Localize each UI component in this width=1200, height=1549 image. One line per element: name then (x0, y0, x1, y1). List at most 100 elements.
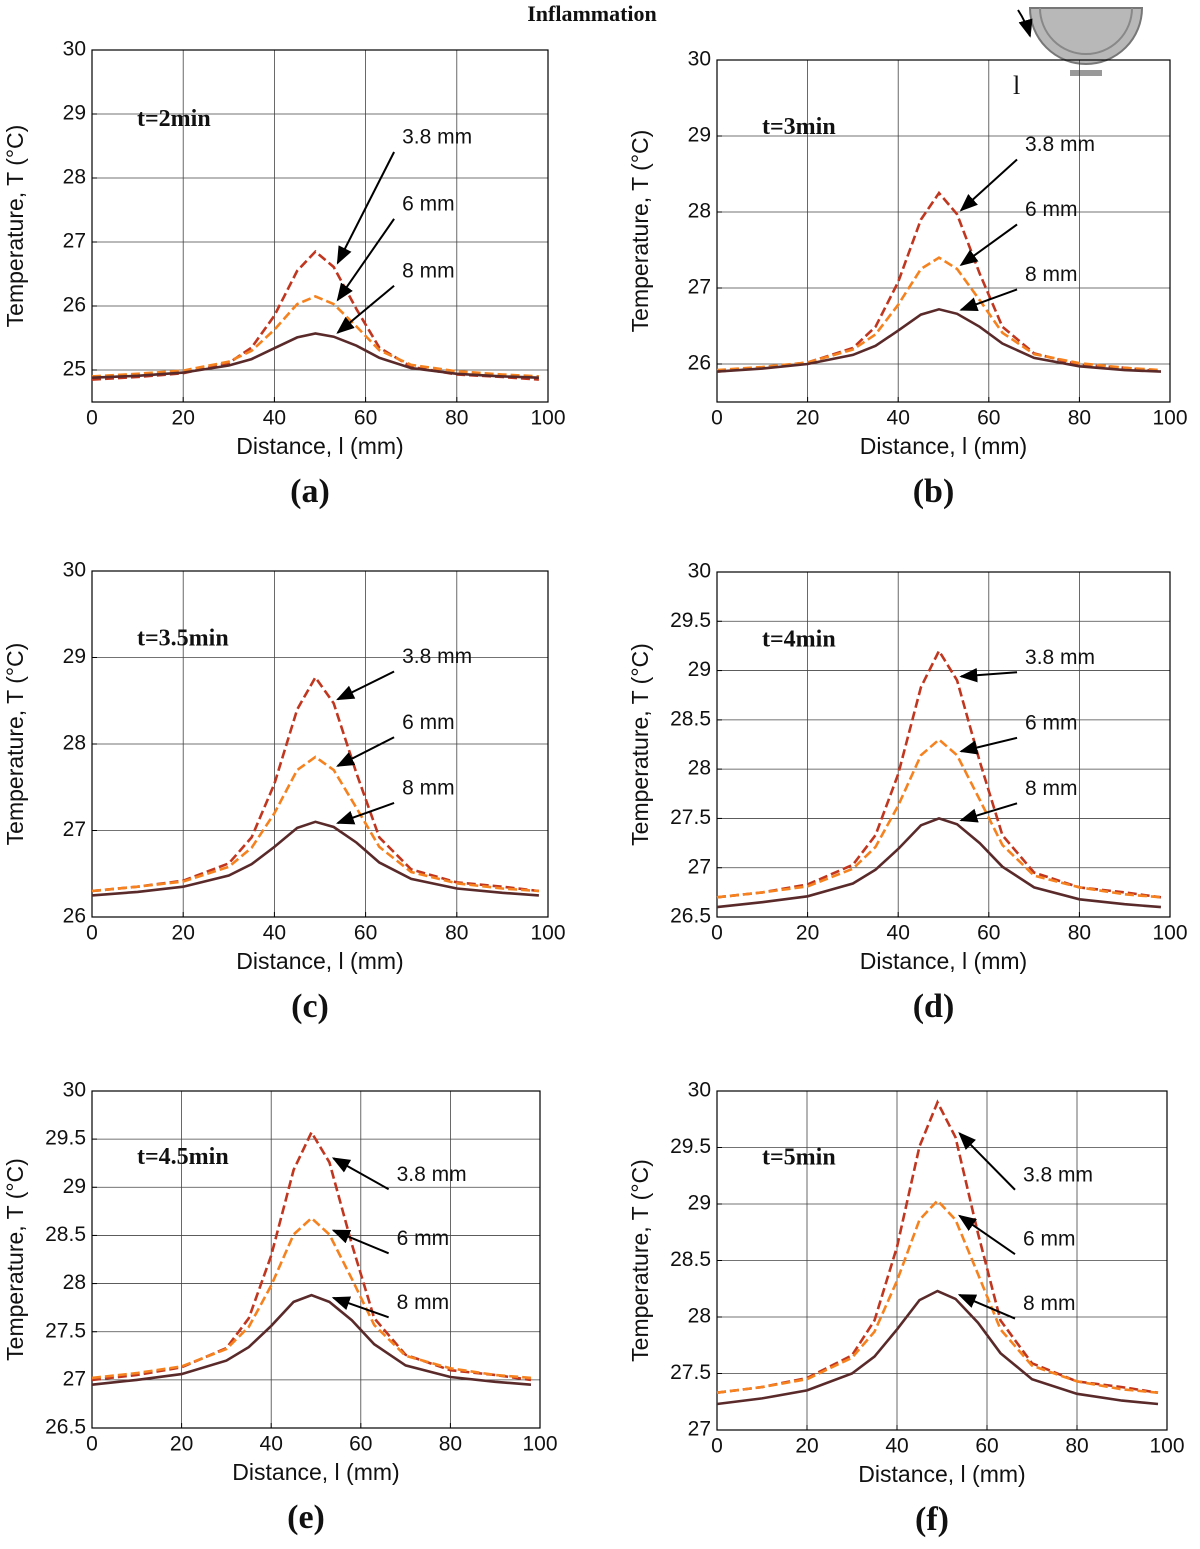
x-tick-label: 100 (522, 1433, 557, 1456)
y-tick-label: 28.5 (670, 1248, 711, 1271)
y-axis-label: Temperature, T (°C) (2, 1158, 28, 1361)
series-line (91, 332, 539, 379)
series-line (91, 1293, 532, 1386)
panel-label: (d) (913, 988, 955, 1025)
x-tick-label: 0 (86, 1433, 98, 1456)
series-label: 3.8 mm (402, 126, 472, 149)
y-axis-label: Temperature, T (°C) (627, 643, 653, 846)
x-tick-label: 0 (86, 407, 98, 430)
y-tick-label: 27 (688, 276, 711, 299)
label-arrow (335, 802, 395, 825)
series-label: 6 mm (402, 192, 455, 215)
panel-label: (f) (915, 1501, 949, 1538)
y-tick-label: 26.5 (45, 1416, 86, 1439)
x-tick-label: 100 (1152, 922, 1187, 945)
y-tick-label: 27 (63, 1367, 86, 1390)
x-tick-label: 0 (711, 922, 723, 945)
label-arrow (336, 218, 395, 302)
series-line (716, 817, 1162, 909)
x-tick-label: 60 (354, 407, 377, 430)
label-arrow (959, 802, 1018, 823)
series-label: 8 mm (1025, 777, 1078, 800)
x-tick-label: 80 (1068, 407, 1091, 430)
series-line (716, 256, 1161, 372)
y-tick-label: 27.5 (45, 1319, 86, 1342)
series-label: 3.8 mm (1025, 646, 1095, 669)
series-label: 3.8 mm (1025, 133, 1095, 156)
x-axis-label: Distance, l (mm) (858, 1461, 1025, 1487)
y-tick-label: 27 (688, 855, 711, 878)
label-arrow (958, 1214, 1016, 1255)
time-annotation: t=2min (137, 106, 211, 132)
y-tick-label: 25 (63, 358, 86, 381)
y-axis-label: Temperature, T (°C) (2, 643, 28, 846)
y-tick-label: 29.5 (670, 609, 711, 632)
series-line (91, 249, 539, 381)
y-tick-label: 29 (688, 124, 711, 147)
x-axis-label: Distance, l (mm) (860, 433, 1027, 459)
label-arrow (958, 1132, 1016, 1191)
y-tick-label: 27 (63, 818, 86, 841)
series-line (716, 1289, 1159, 1406)
y-axis-label: Temperature, T (°C) (2, 125, 28, 328)
y-tick-label: 28 (688, 757, 711, 780)
plot-frame (716, 1090, 1168, 1431)
series-label: 6 mm (397, 1227, 450, 1250)
x-tick-label: 40 (260, 1433, 283, 1456)
y-tick-label: 28 (688, 1305, 711, 1328)
time-annotation: t=4.5min (137, 1144, 229, 1170)
x-tick-label: 60 (977, 407, 1000, 430)
y-tick-label: 29.5 (670, 1135, 711, 1158)
y-tick-label: 30 (688, 560, 711, 583)
y-tick-label: 26 (688, 352, 711, 375)
series-line (91, 1216, 532, 1380)
x-tick-label: 40 (887, 922, 910, 945)
label-arrow (959, 288, 1018, 312)
x-tick-label: 40 (885, 1435, 908, 1458)
y-tick-label: 30 (688, 48, 711, 71)
y-tick-label: 29 (63, 102, 86, 125)
series-line (716, 190, 1162, 373)
x-tick-label: 80 (1068, 922, 1091, 945)
y-tick-label: 30 (688, 1079, 711, 1102)
series-line (91, 820, 539, 897)
label-arrow (959, 223, 1018, 267)
y-tick-label: 30 (63, 38, 86, 61)
x-tick-label: 20 (796, 407, 819, 430)
label-arrow (957, 1294, 1016, 1320)
series-label: 8 mm (402, 259, 455, 282)
label-arrow (959, 158, 1018, 212)
x-tick-label: 100 (530, 922, 565, 945)
panel-label: (c) (291, 988, 329, 1025)
y-tick-label: 28 (63, 1271, 86, 1294)
x-tick-label: 80 (439, 1433, 462, 1456)
y-axis-label: Temperature, T (°C) (627, 1159, 653, 1362)
time-annotation: t=3min (762, 114, 836, 140)
x-tick-label: 100 (1152, 407, 1187, 430)
y-tick-label: 30 (63, 1079, 86, 1102)
y-tick-label: 28 (63, 732, 86, 755)
x-tick-label: 80 (1065, 1435, 1088, 1458)
label-arrow (336, 284, 395, 334)
x-tick-label: 40 (263, 407, 286, 430)
series-line (716, 1198, 1159, 1394)
x-tick-label: 60 (977, 922, 1000, 945)
label-arrow (331, 1296, 389, 1319)
series-line (716, 737, 1162, 899)
inset-icon (1017, 7, 1144, 76)
series-label: 8 mm (1025, 263, 1078, 286)
y-tick-label: 27 (688, 1418, 711, 1441)
y-tick-label: 26 (63, 905, 86, 928)
plot-frame (91, 49, 549, 403)
x-tick-label: 100 (1149, 1435, 1184, 1458)
x-tick-label: 20 (170, 1433, 193, 1456)
inset-label: l (1013, 71, 1020, 100)
x-tick-label: 0 (711, 1435, 723, 1458)
x-tick-label: 80 (445, 922, 468, 945)
figure-title: Inflammation (527, 1, 657, 26)
panel-label: (a) (290, 473, 330, 510)
x-tick-label: 60 (349, 1433, 372, 1456)
plot-frame (716, 59, 1171, 403)
series-label: 3.8 mm (1023, 1163, 1093, 1186)
